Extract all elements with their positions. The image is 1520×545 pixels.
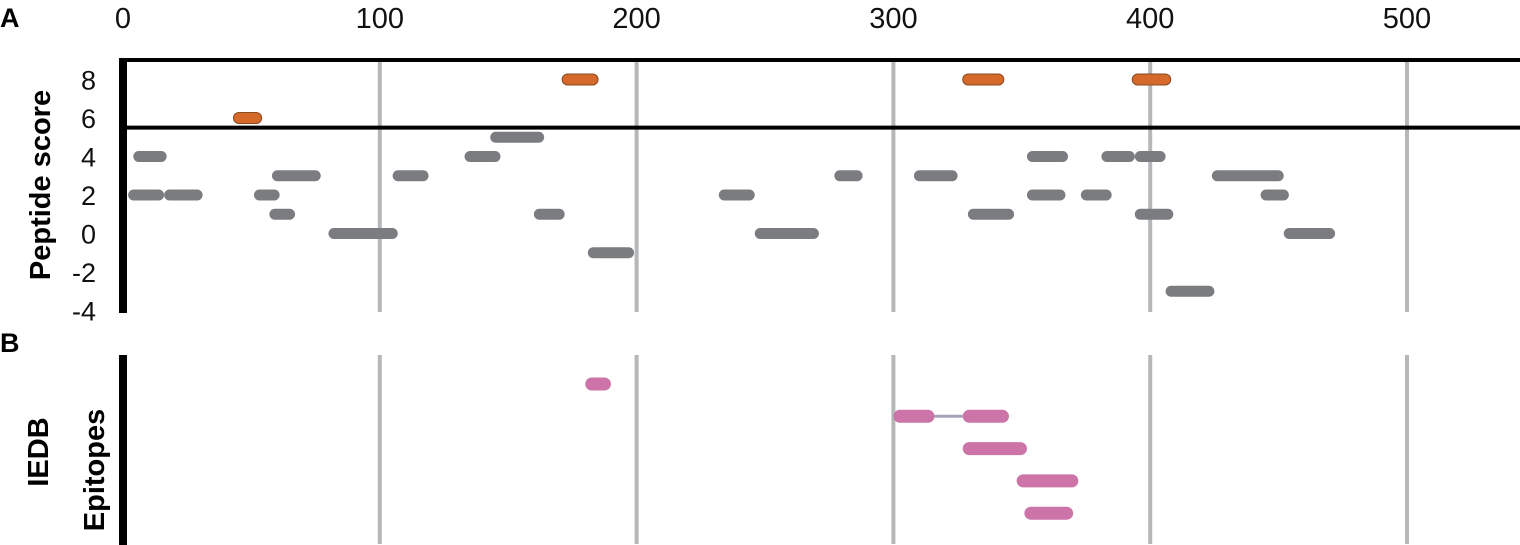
peptide-bar — [490, 131, 545, 143]
y-tick-label: 0 — [81, 220, 96, 250]
peptide-bar — [1165, 285, 1215, 297]
high-score-peptide-bar — [962, 73, 1005, 86]
grid-lines — [377, 62, 1409, 544]
peptide-bar — [253, 189, 280, 201]
x-tick-label: 0 — [115, 3, 131, 35]
y-axis-title-a: Peptide score — [25, 90, 57, 280]
peptide-bar — [271, 170, 321, 182]
peptide-bar — [269, 208, 296, 220]
peptide-bar — [1283, 228, 1336, 239]
peptide-bar — [128, 189, 165, 201]
y-tick-label: 2 — [81, 181, 96, 211]
epitope-bar — [585, 377, 611, 391]
y-axis-title-b-line2: Epitopes — [79, 409, 111, 531]
epitope-bar — [962, 442, 1027, 456]
epitope-bar — [1024, 506, 1074, 520]
epitope-bar — [893, 409, 935, 423]
peptide-bar — [1101, 151, 1135, 162]
high-score-peptide-bar — [561, 73, 599, 86]
peptide-bar — [328, 228, 398, 239]
y-tick-label: -2 — [72, 258, 96, 288]
peptide-bar — [834, 170, 863, 182]
peptide-bar — [392, 170, 429, 182]
peptide-bar — [967, 208, 1015, 220]
peptide-bar — [1026, 151, 1069, 162]
axes — [119, 58, 1520, 545]
high-score-peptide-bar — [232, 112, 263, 124]
x-tick-label: 100 — [356, 3, 404, 35]
chart-marks — [128, 73, 1336, 520]
peptide-bar — [1134, 151, 1166, 162]
peptide-bar — [1134, 208, 1174, 220]
peptide-bar — [754, 228, 819, 239]
x-tick-label: 200 — [612, 3, 660, 35]
panel-label-b: B — [0, 328, 20, 358]
peptide-bar — [164, 189, 203, 201]
peptide-bar — [1080, 189, 1112, 201]
high-score-peptide-bar — [1131, 73, 1172, 86]
chart-text: 0 100 200 300 400 500 8 6 4 2 0 -2 -4 A B Peptide score… — [0, 3, 1431, 531]
peptide-bar — [1260, 189, 1289, 201]
peptide-bar — [533, 208, 565, 220]
panel-label-a: A — [0, 3, 20, 33]
y-tick-label: 6 — [81, 104, 96, 134]
y-tick-label: 8 — [81, 66, 96, 96]
peptide-bar — [464, 151, 501, 162]
peptide-bar — [913, 170, 958, 182]
y-axis-title-b-line1: IEDB — [23, 417, 55, 486]
x-tick-label: 500 — [1383, 3, 1431, 35]
peptide-bar — [1211, 170, 1284, 182]
peptide-bar — [587, 247, 635, 259]
y-tick-label: -4 — [72, 297, 96, 327]
epitope-bar — [962, 409, 1009, 423]
peptide-bar — [1026, 189, 1066, 201]
x-tick-label: 300 — [869, 3, 917, 35]
y-tick-label: 4 — [81, 143, 96, 173]
peptide-bar — [718, 189, 755, 201]
epitope-bar — [1016, 474, 1079, 488]
x-tick-label: 400 — [1126, 3, 1174, 35]
peptide-bar — [133, 151, 167, 162]
